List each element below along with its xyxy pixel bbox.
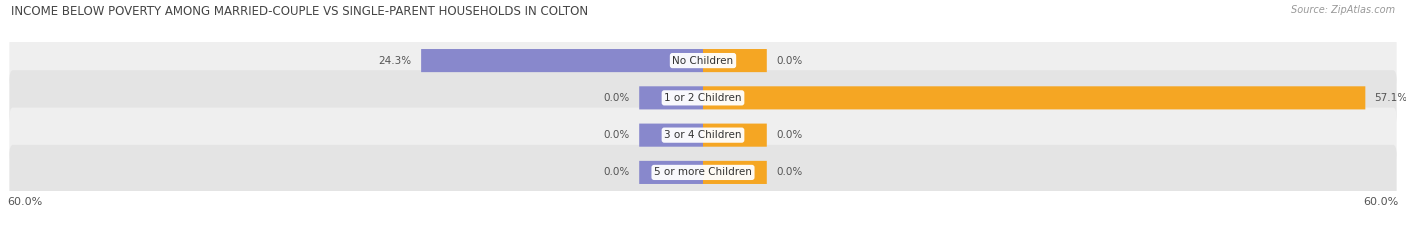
FancyBboxPatch shape [10,145,1396,200]
Text: 0.0%: 0.0% [776,168,803,177]
FancyBboxPatch shape [640,86,703,110]
FancyBboxPatch shape [703,161,766,184]
Text: 5 or more Children: 5 or more Children [654,168,752,177]
Text: INCOME BELOW POVERTY AMONG MARRIED-COUPLE VS SINGLE-PARENT HOUSEHOLDS IN COLTON: INCOME BELOW POVERTY AMONG MARRIED-COUPL… [11,5,588,18]
Text: No Children: No Children [672,56,734,65]
Text: 24.3%: 24.3% [378,56,412,65]
Text: 0.0%: 0.0% [603,130,630,140]
FancyBboxPatch shape [703,123,766,147]
FancyBboxPatch shape [10,108,1396,163]
Text: 60.0%: 60.0% [1364,197,1399,207]
FancyBboxPatch shape [703,49,766,72]
Text: 3 or 4 Children: 3 or 4 Children [664,130,742,140]
FancyBboxPatch shape [640,123,703,147]
Text: 1 or 2 Children: 1 or 2 Children [664,93,742,103]
Text: 0.0%: 0.0% [603,93,630,103]
FancyBboxPatch shape [10,70,1396,125]
Text: 0.0%: 0.0% [603,168,630,177]
FancyBboxPatch shape [703,86,1365,110]
Text: 60.0%: 60.0% [7,197,42,207]
FancyBboxPatch shape [422,49,703,72]
Text: 0.0%: 0.0% [776,56,803,65]
FancyBboxPatch shape [640,161,703,184]
Text: 57.1%: 57.1% [1375,93,1406,103]
Text: Source: ZipAtlas.com: Source: ZipAtlas.com [1291,5,1395,15]
Text: 0.0%: 0.0% [776,130,803,140]
FancyBboxPatch shape [10,33,1396,88]
